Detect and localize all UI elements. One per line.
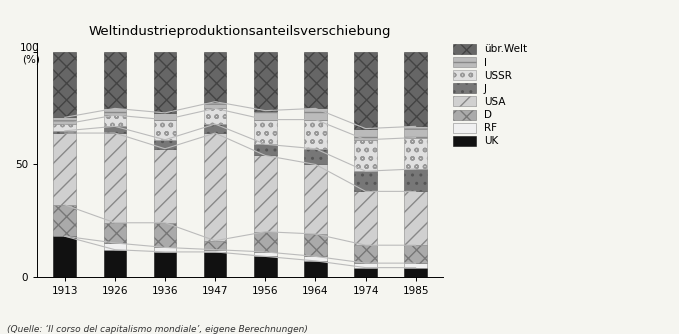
Bar	[204, 250, 227, 252]
Bar	[153, 113, 177, 120]
Bar	[54, 124, 76, 131]
Bar	[354, 263, 377, 268]
Bar	[304, 109, 327, 120]
Bar	[153, 252, 177, 277]
Bar	[254, 156, 276, 232]
Bar	[104, 52, 126, 109]
Bar	[254, 252, 276, 257]
Bar	[354, 268, 377, 277]
Bar	[104, 223, 126, 243]
Bar	[354, 245, 377, 263]
Bar	[254, 120, 276, 144]
Bar	[304, 120, 327, 149]
Bar	[354, 129, 377, 140]
Bar	[405, 169, 427, 191]
Bar	[153, 247, 177, 252]
Bar	[204, 133, 227, 241]
Bar	[104, 133, 126, 223]
Title: Weltindustrieproduktionsanteilsverschiebung: Weltindustrieproduktionsanteilsverschieb…	[89, 25, 392, 38]
Bar	[304, 164, 327, 234]
Bar	[354, 52, 377, 129]
Bar	[104, 250, 126, 277]
Bar	[254, 111, 276, 120]
Bar	[104, 126, 126, 133]
Bar	[254, 257, 276, 277]
Legend: übr.Welt, I, USSR, J, USA, D, RF, UK: übr.Welt, I, USSR, J, USA, D, RF, UK	[453, 44, 527, 147]
Bar	[153, 120, 177, 140]
Bar	[304, 234, 327, 257]
Bar	[304, 52, 327, 109]
Bar	[405, 245, 427, 263]
Bar	[354, 191, 377, 245]
Text: (Quelle: ‘Il corso del capitalismo mondiale’, eigene Berechnungen): (Quelle: ‘Il corso del capitalismo mondi…	[7, 325, 308, 334]
Bar	[54, 52, 76, 117]
Bar	[254, 52, 276, 111]
Bar	[204, 102, 227, 109]
Bar	[54, 236, 76, 277]
Bar	[54, 205, 76, 236]
Bar	[153, 140, 177, 149]
Bar	[54, 117, 76, 124]
Bar	[153, 223, 177, 247]
Bar	[304, 149, 327, 164]
Bar	[405, 191, 427, 245]
Bar	[54, 131, 76, 133]
Text: 100
(%): 100 (%)	[20, 43, 39, 65]
Bar	[153, 52, 177, 113]
Bar	[304, 261, 327, 277]
Bar	[254, 232, 276, 252]
Bar	[405, 263, 427, 268]
Bar	[204, 252, 227, 277]
Bar	[104, 243, 126, 250]
Bar	[104, 115, 126, 126]
Bar	[204, 52, 227, 102]
Bar	[104, 109, 126, 115]
Bar	[254, 144, 276, 156]
Bar	[304, 257, 327, 261]
Bar	[354, 140, 377, 171]
Bar	[204, 124, 227, 133]
Bar	[204, 241, 227, 250]
Bar	[354, 171, 377, 191]
Bar	[405, 52, 427, 126]
Bar	[54, 133, 76, 205]
Bar	[405, 268, 427, 277]
Bar	[204, 109, 227, 124]
Bar	[153, 149, 177, 223]
Bar	[405, 138, 427, 169]
Bar	[405, 126, 427, 138]
